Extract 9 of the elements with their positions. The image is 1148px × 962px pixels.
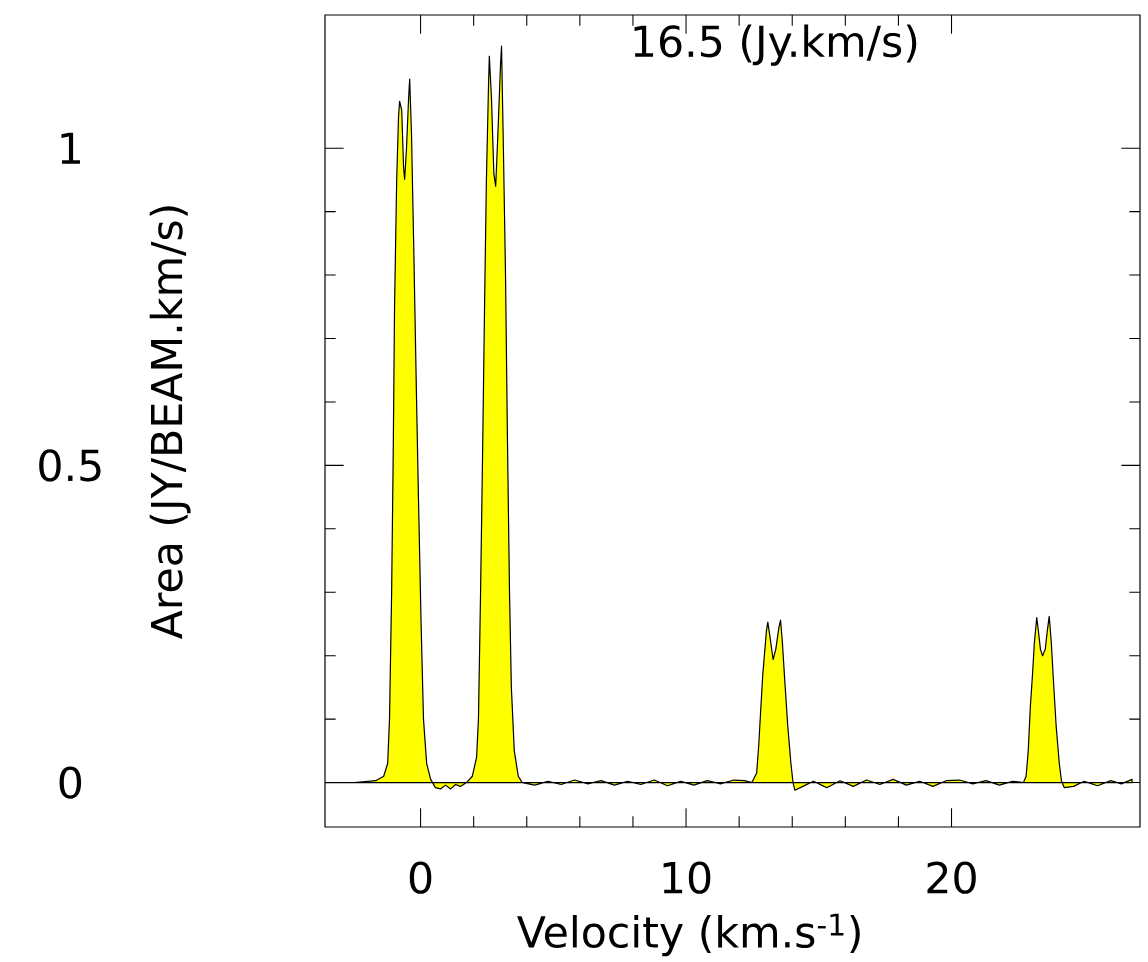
y-tick-label: 0 bbox=[59, 766, 82, 799]
annotation: 16.5 (Jy.km/s) bbox=[634, 24, 917, 66]
x-axis-title: Velocity (km.s$^{-1}$) bbox=[517, 913, 860, 957]
y-tick-label: 1 bbox=[61, 132, 80, 164]
y-axis-title: Area (JY/BEAM.km/s) bbox=[149, 206, 191, 640]
x-tick-label: 10 bbox=[663, 861, 711, 894]
y-tick-label: 0.5 bbox=[39, 449, 101, 482]
x-tick-label: 0 bbox=[409, 861, 432, 894]
x-tick-label: 20 bbox=[927, 861, 976, 894]
